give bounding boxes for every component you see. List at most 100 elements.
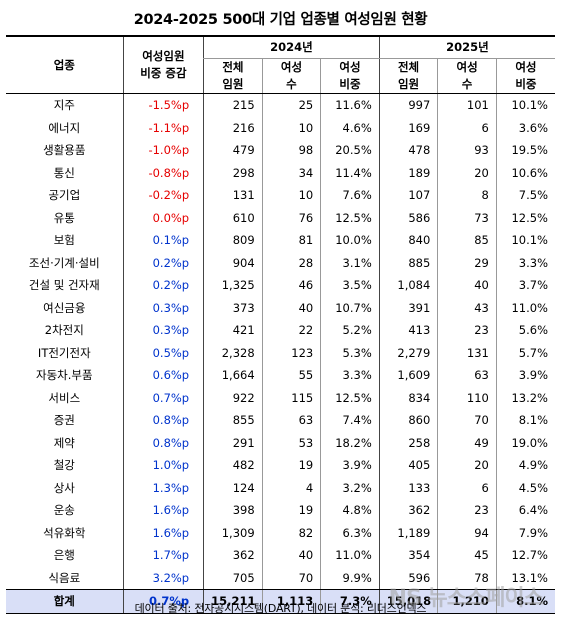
industry-cell: 2차전지 (44, 323, 84, 337)
female-2025-cell: 8 (437, 184, 497, 207)
exec-2024-cell: 610 (203, 206, 263, 229)
female-2024-cell: 28 (261, 251, 321, 274)
header-industry: 업종 (6, 36, 124, 94)
industry-cell: 건설 및 건자재 (28, 278, 100, 292)
ratio-2025-cell: 19.5% (495, 139, 555, 162)
total-female-2024: 1,113 (261, 589, 321, 614)
exec-2025-cell: 1,084 (378, 274, 438, 297)
change-cell: 0.3%p (122, 296, 204, 319)
total-exec-2025: 15,018 (378, 589, 438, 614)
ratio-2025-cell: 19.0% (495, 431, 555, 454)
ratio-2025-cell: 13.2% (495, 386, 555, 409)
exec-2025-cell: 133 (378, 476, 438, 499)
female-2025-cell: 85 (437, 229, 497, 252)
exec-2025-cell: 2,279 (378, 341, 438, 364)
ratio-2024-cell: 10.0% (320, 229, 380, 252)
table-row: 상사 1.3%p 124 4 3.2% 133 6 4.5% (6, 476, 555, 499)
exec-2025-cell: 1,609 (378, 364, 438, 387)
ratio-2025-cell: 13.1% (495, 566, 555, 590)
female-2025-cell: 70 (437, 409, 497, 432)
ratio-2025-cell: 3.3% (495, 251, 555, 274)
ratio-2025-cell: 11.0% (495, 296, 555, 319)
exec-2025-cell: 391 (378, 296, 438, 319)
industry-cell: 서비스 (48, 390, 81, 405)
ratio-2025-cell: 3.6% (495, 116, 555, 139)
total-exec-2024: 15,211 (203, 589, 263, 614)
industry-cell: 제약 (53, 435, 75, 450)
ratio-2024-cell: 12.5% (320, 206, 380, 229)
ratio-2024-cell: 12.5% (320, 386, 380, 409)
ratio-2025-cell: 5.6% (495, 319, 555, 342)
female-2024-cell: 40 (261, 296, 321, 319)
female-2025-cell: 20 (437, 161, 497, 184)
female-2024-cell: 123 (261, 341, 321, 364)
header-year-2024: 2024년 (203, 36, 380, 59)
exec-2024-cell: 298 (203, 161, 263, 184)
table-row: 에너지 -1.1%p 216 10 4.6% 169 6 3.6% (6, 116, 555, 139)
ratio-2024-cell: 4.8% (320, 499, 380, 522)
ratio-2024-cell: 3.5% (320, 274, 380, 297)
female-2025-cell: 94 (437, 521, 497, 544)
change-cell: -0.2%p (122, 184, 204, 207)
female-2024-cell: 19 (261, 499, 321, 522)
exec-2025-cell: 596 (378, 566, 438, 590)
ratio-2024-cell: 11.6% (320, 93, 380, 117)
table-row: 공기업 -0.2%p 131 10 7.6% 107 8 7.5% (6, 184, 555, 207)
change-cell: 1.0%p (122, 454, 204, 477)
female-executives-table: 업종 여성임원 비중 증감 2024년 2025년 전체 임원 여성 수 여성 비중 … (6, 35, 555, 614)
ratio-2025-cell: 4.9% (495, 454, 555, 477)
exec-2025-cell: 840 (378, 229, 438, 252)
industry-cell: 조선·기계·설비 (28, 255, 100, 270)
total-female-2025: 1,210 (437, 589, 497, 614)
industry-cell: 보험 (53, 233, 75, 247)
female-2024-cell: 19 (261, 454, 321, 477)
table-row: 건설 및 건자재 0.2%p 1,325 46 3.5% 1,084 40 3.7% (6, 274, 555, 297)
table-row: 보험 0.1%p 809 81 10.0% 840 85 10.1% (6, 229, 555, 252)
industry-cell: 상사 (53, 480, 75, 495)
exec-2025-cell: 354 (378, 544, 438, 567)
change-cell: 0.8%p (122, 409, 204, 432)
industry-cell: 공기업 (48, 188, 81, 202)
table-row: 여신금융 0.3%p 373 40 10.7% 391 43 11.0% (6, 296, 555, 319)
change-cell: 0.2%p (122, 251, 204, 274)
ratio-2025-cell: 8.1% (495, 409, 555, 432)
industry-cell: 석유화학 (43, 525, 86, 540)
exec-2025-cell: 834 (378, 386, 438, 409)
total-label: 합계 (6, 589, 124, 614)
female-2024-cell: 10 (261, 116, 321, 139)
total-change: 0.7%p (122, 589, 204, 614)
header-year-2025: 2025년 (378, 36, 555, 59)
exec-2025-cell: 169 (378, 116, 438, 139)
watermark-logo: NS 뉴스스페이스 (388, 586, 544, 611)
female-2024-cell: 115 (261, 386, 321, 409)
female-2024-cell: 81 (261, 229, 321, 252)
change-cell: -1.1%p (122, 116, 204, 139)
change-cell: -0.8%p (122, 161, 204, 184)
female-2025-cell: 110 (437, 386, 497, 409)
change-cell: -1.5%p (122, 93, 204, 117)
exec-2024-cell: 216 (203, 116, 263, 139)
ratio-2024-cell: 3.2% (320, 476, 380, 499)
change-cell: 1.6%p (122, 499, 204, 522)
industry-cell: 식음료 (6, 566, 124, 590)
exec-2024-cell: 215 (203, 93, 263, 117)
industry-cell: 유통 (53, 210, 75, 225)
exec-2024-cell: 373 (203, 296, 263, 319)
table-row: IT전기전자 0.5%p 2,328 123 5.3% 2,279 131 5.7% (6, 341, 555, 364)
female-2024-cell: 25 (261, 93, 321, 117)
ratio-2025-cell: 3.7% (495, 274, 555, 297)
female-2025-cell: 93 (437, 139, 497, 162)
industry-cell: 에너지 (48, 120, 81, 135)
ratio-2025-cell: 5.7% (495, 341, 555, 364)
table-row: 운송 1.6%p 398 19 4.8% 362 23 6.4% (6, 499, 555, 522)
exec-2025-cell: 413 (378, 319, 438, 342)
ratio-2025-cell: 7.5% (495, 184, 555, 207)
exec-2024-cell: 482 (203, 454, 263, 477)
exec-2024-cell: 855 (203, 409, 263, 432)
ratio-2025-cell: 4.5% (495, 476, 555, 499)
ratio-2025-cell: 12.5% (495, 206, 555, 229)
table-row: 제약 0.8%p 291 53 18.2% 258 49 19.0% (6, 431, 555, 454)
change-cell: 1.3%p (122, 476, 204, 499)
change-cell: 0.2%p (122, 274, 204, 297)
female-2024-cell: 4 (261, 476, 321, 499)
